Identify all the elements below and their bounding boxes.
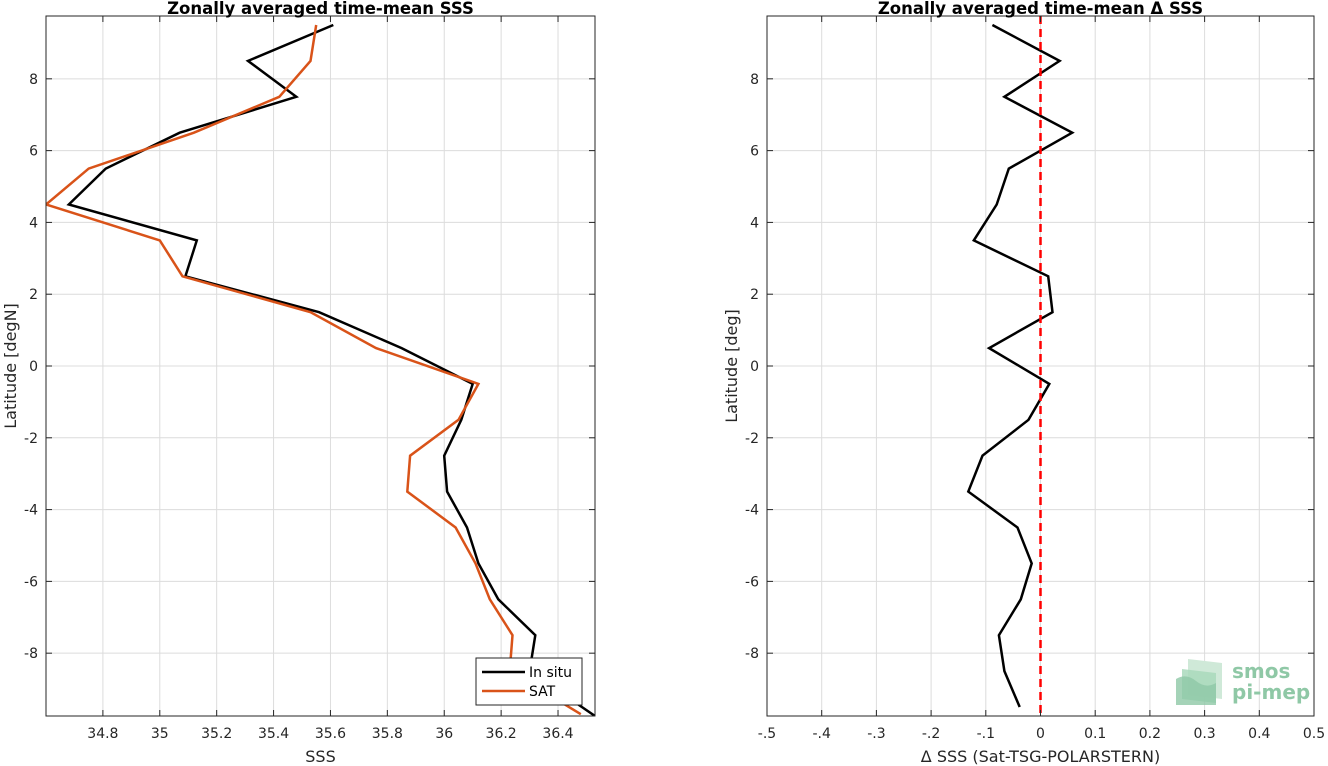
x-tick-label: 35.4 [258,726,289,742]
smos-pi-mep-logo: smos pi-mep [1176,659,1310,705]
series-line-in-situ [66,23,595,716]
series-line-sat [46,24,582,716]
panel-delta-sss-profile: -.5 -.4 -.3 -.2 -.1 0 0.1 0.2 0.3 0.4 0.5 -8 -6 -4 -2 0… [722,0,1325,766]
y-tick-label: -4 [745,503,759,519]
logo-wave-icon [1176,659,1222,705]
x-tick-label: 35.8 [372,726,403,742]
legend-label-in-situ: In situ [529,665,572,681]
x-tick-label: 35.2 [201,726,232,742]
x-tick-label: -.5 [758,726,776,742]
x-tick-label: 0 [1036,726,1045,742]
x-axis-label: SSS [305,747,335,766]
y-tick-label: 2 [750,287,759,303]
y-tick-label: 4 [29,215,38,231]
x-tick-label: -.2 [922,726,940,742]
y-tick-label: -2 [24,431,38,447]
chart-title: Zonally averaged time-mean SSS [167,0,474,18]
ticks: -.5 -.4 -.3 -.2 -.1 0 0.1 0.2 0.3 0.4 0.5 -8 -6 -4 -2 0… [745,16,1325,742]
y-tick-label: 0 [750,359,759,375]
y-tick-label: -6 [745,574,759,590]
y-tick-label: -8 [24,646,38,662]
x-tick-label: 0.5 [1303,726,1325,742]
ticks: 34.8 35 35.2 35.4 35.6 35.8 36 36.2 36.4 -8 -6 -4 -2… [24,16,595,742]
legend-box [475,657,583,706]
chart-title: Zonally averaged time-mean Δ SSS [878,0,1203,18]
x-tick-label: 36.2 [486,726,517,742]
x-tick-label: 36 [435,726,453,742]
x-tick-label: 36.4 [542,726,573,742]
legend: In situ SAT [475,657,583,706]
x-tick-label: 0.2 [1139,726,1161,742]
x-tick-label: 0.4 [1248,726,1270,742]
series-group [966,23,1075,708]
logo-text-smos: smos [1232,659,1290,683]
grid [46,16,595,716]
y-tick-label: -8 [745,646,759,662]
x-tick-label: 0.1 [1084,726,1106,742]
y-tick-label: -6 [24,574,38,590]
legend-label-sat: SAT [529,684,556,700]
x-tick-label: 34.8 [87,726,118,742]
x-tick-label: 0.3 [1193,726,1215,742]
series-group [46,23,595,716]
series-line-1 [966,23,1075,708]
y-tick-label: -2 [745,431,759,447]
x-tick-label: 35 [151,726,169,742]
logo-text-pi-mep: pi-mep [1232,680,1310,704]
x-tick-label: -.4 [812,726,831,742]
y-tick-label: 8 [29,72,38,88]
x-tick-label: -.1 [977,726,995,742]
y-tick-label: 6 [750,144,759,160]
y-tick-label: 4 [750,215,759,231]
y-tick-label: 0 [29,359,38,375]
x-axis-label: Δ SSS (Sat-TSG-POLARSTERN) [921,747,1160,766]
y-tick-label: 2 [29,287,38,303]
y-tick-label: -4 [24,503,38,519]
panel-sss-profile: 34.8 35 35.2 35.4 35.6 35.8 36 36.2 36.4 -8 -6 -4 -2… [1,0,596,766]
y-axis-label: Latitude [deg] [722,309,741,423]
y-tick-label: 8 [750,72,759,88]
x-tick-label: -.3 [867,726,885,742]
y-axis-label: Latitude [degN] [1,303,20,429]
x-tick-label: 35.6 [315,726,346,742]
y-tick-label: 6 [29,144,38,160]
